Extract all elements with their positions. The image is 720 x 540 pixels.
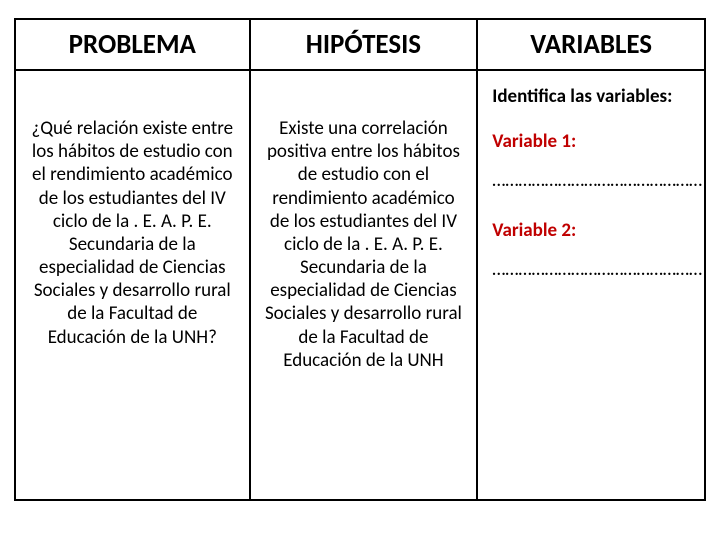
variable-1-line: ………………………………………… — [492, 169, 690, 192]
header-variables: VARIABLES — [477, 19, 705, 70]
variables-intro: Identifica las variables: — [492, 85, 690, 108]
variable-1-label: Variable 1: — [492, 130, 690, 153]
table-header-row: PROBLEMA HIPÓTESIS VARIABLES — [15, 19, 705, 70]
header-problema: PROBLEMA — [15, 19, 250, 70]
variable-2-line: ………………………………………… — [492, 258, 690, 281]
research-table: PROBLEMA HIPÓTESIS VARIABLES ¿Qué relaci… — [14, 18, 706, 501]
variable-2-label: Variable 2: — [492, 219, 690, 242]
table-body-row: ¿Qué relación existe entre los hábitos d… — [15, 70, 705, 500]
hipotesis-text: Existe una correlación positiva entre lo… — [261, 83, 467, 372]
header-hipotesis: HIPÓTESIS — [250, 19, 478, 70]
cell-variables: Identifica las variables: Variable 1: ……… — [477, 70, 705, 500]
cell-hipotesis: Existe una correlación positiva entre lo… — [250, 70, 478, 500]
cell-problema: ¿Qué relación existe entre los hábitos d… — [15, 70, 250, 500]
problema-text: ¿Qué relación existe entre los hábitos d… — [26, 83, 239, 349]
